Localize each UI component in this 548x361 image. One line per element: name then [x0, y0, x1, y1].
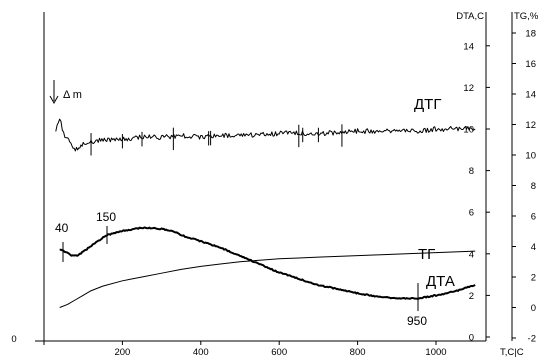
annotation-150: 150 [96, 210, 116, 224]
tg-series-line [59, 250, 476, 308]
left-origin-label: 0 [11, 334, 16, 345]
dtg-series-line [55, 118, 476, 152]
dta-axis-title: DTA,C [456, 11, 484, 22]
dta-tick-label: 0 [469, 333, 474, 344]
tg-tick-label: 6 [531, 212, 536, 223]
series-label-tg: ТГ [418, 246, 435, 263]
x-tick-label: 600 [271, 347, 287, 358]
tg-tick-label: 10 [525, 151, 536, 162]
tg-tick-label: 16 [525, 59, 536, 70]
dta-tick-label: 8 [469, 166, 474, 177]
annotation-40: 40 [55, 221, 69, 235]
dta-tick-label: 6 [469, 208, 474, 219]
series-layer [55, 118, 476, 308]
dta-tick-label: 12 [463, 83, 474, 94]
tg-tick-label: 0 [531, 303, 536, 314]
dta-tick-label: 14 [463, 41, 474, 52]
x-tick-label: 400 [193, 347, 209, 358]
annotation-950: 950 [407, 314, 427, 328]
tg-tick-label: 8 [531, 181, 536, 192]
x-tick-label: 200 [114, 347, 130, 358]
tg-tick-label: 4 [531, 242, 536, 253]
tg-tick-label: 2 [531, 273, 536, 284]
mass-loss-arrow-icon [49, 80, 59, 105]
tg-tick-label: -2 [528, 334, 536, 345]
dta-tick-label: 2 [469, 291, 474, 302]
x-axis-ticks: 200 400 600 800 1000 [43, 341, 447, 358]
tg-tick-label: 14 [525, 90, 536, 101]
series-label-dta: ДТА [426, 273, 455, 290]
x-tick-label: 1000 [425, 347, 446, 358]
annotation-mass-loss: Δ m [63, 89, 82, 101]
x-tick-label: 800 [350, 347, 366, 358]
x-axis-title: T,C|C [500, 347, 524, 358]
series-label-dtg: ДТГ [414, 96, 441, 113]
tg-tick-label: 12 [525, 120, 536, 131]
tg-tick-label: 18 [525, 29, 536, 40]
tg-axis-title: TG,% [514, 11, 539, 22]
tg-axis-ticks: -2 0 2 4 6 8 10 12 14 16 18 [512, 29, 536, 345]
dta-series-line [59, 226, 476, 300]
dta-tick-label: 4 [469, 249, 474, 260]
